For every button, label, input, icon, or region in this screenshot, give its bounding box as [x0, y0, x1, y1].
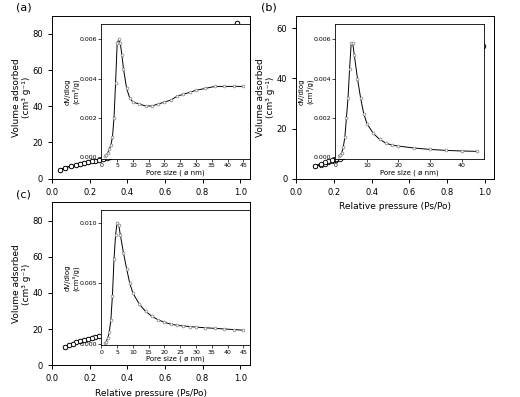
X-axis label: Relative pressure (Ps/Po): Relative pressure (Ps/Po)	[95, 202, 207, 211]
Y-axis label: dV/dlog
(cm³/g): dV/dlog (cm³/g)	[299, 78, 314, 104]
Text: (c): (c)	[17, 189, 31, 199]
X-axis label: Pore size ( ø nm): Pore size ( ø nm)	[146, 170, 205, 176]
Text: (a): (a)	[17, 3, 32, 13]
X-axis label: Pore size ( ø nm): Pore size ( ø nm)	[146, 356, 205, 362]
Y-axis label: Volume adsorbed
(cm³ g⁻¹): Volume adsorbed (cm³ g⁻¹)	[256, 58, 276, 137]
Y-axis label: Volume adsorbed
(cm³ g⁻¹): Volume adsorbed (cm³ g⁻¹)	[11, 245, 31, 323]
Y-axis label: dV/dlog
(cm³/g): dV/dlog (cm³/g)	[65, 78, 80, 104]
Text: (b): (b)	[261, 3, 277, 13]
X-axis label: Relative pressure (Ps/Po): Relative pressure (Ps/Po)	[339, 202, 451, 211]
X-axis label: Relative pressure (Ps/Po): Relative pressure (Ps/Po)	[95, 389, 207, 397]
Y-axis label: dV/dlog
(cm³/g): dV/dlog (cm³/g)	[65, 265, 80, 291]
X-axis label: Pore size ( ø nm): Pore size ( ø nm)	[380, 170, 439, 176]
Y-axis label: Volume adsorbed
(cm³ g⁻¹): Volume adsorbed (cm³ g⁻¹)	[11, 58, 31, 137]
